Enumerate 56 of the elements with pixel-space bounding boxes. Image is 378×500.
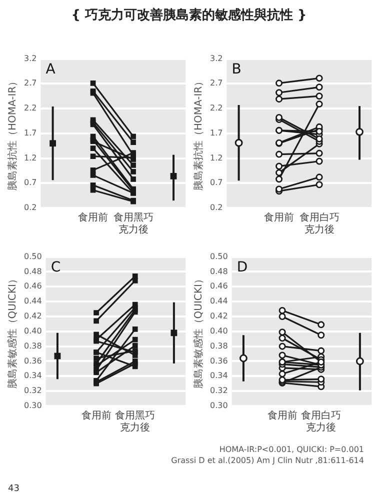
y-tick-label: 2.7 xyxy=(210,78,223,88)
y-axis-title: 胰島素敏感性（QUICKI） xyxy=(6,274,19,389)
x-tick-label: 食用黑巧克力後 xyxy=(115,410,156,434)
x-tick-label: 食用前 xyxy=(267,410,298,422)
text: HOMA-IR:P<0.001, QUICKI: P=0.001 xyxy=(218,444,364,455)
text: 43 xyxy=(8,484,20,494)
y-tick-label: 0.46 xyxy=(210,282,228,291)
y-tick-label: 0.40 xyxy=(210,326,228,336)
y-tick-label: 1.2 xyxy=(24,153,37,162)
y-axis-title: 胰島素抗性（HOMA-IR） xyxy=(6,76,19,190)
y-tick-label: 0.42 xyxy=(24,312,42,321)
y-tick-label: 0.2 xyxy=(24,203,37,212)
y-tick-label: 2.2 xyxy=(24,104,37,113)
x-tick-label: 食用白巧克力後 xyxy=(301,410,342,434)
y-tick-label: 0.50 xyxy=(24,252,42,261)
y-tick-label: 0.7 xyxy=(24,178,37,188)
x-tick-label: 食用前 xyxy=(264,212,294,224)
y-tick-label: 1.7 xyxy=(24,128,37,138)
y-tick-label: 0.50 xyxy=(210,252,228,261)
y-tick-label: 0.32 xyxy=(24,386,42,396)
y-tick-label: 0.48 xyxy=(24,266,42,276)
y-tick-label: 0.48 xyxy=(210,266,228,276)
y-tick-label: 3.2 xyxy=(24,54,37,63)
chart-title: { 巧克力可改善胰島素的敏感性與抗性 } xyxy=(70,6,308,24)
y-tick-label: 0.40 xyxy=(24,326,42,336)
y-tick-label: 0.42 xyxy=(210,312,228,321)
y-tick-label: 0.44 xyxy=(210,296,228,306)
y-tick-label: 3.2 xyxy=(210,54,223,63)
text: Grassi D et al.(2005) Am J Clin Nutr ,81:611-614 xyxy=(171,455,364,466)
annotation: C xyxy=(50,259,61,276)
annotation: D xyxy=(236,259,248,276)
y-tick-label: 0.38 xyxy=(24,341,42,350)
x-tick-label: 食用黑巧克力後 xyxy=(113,212,154,236)
y-axis-title: 胰島素抗性（HOMA-IR） xyxy=(192,76,205,190)
y-tick-label: 0.32 xyxy=(210,386,228,396)
y-tick-label: 0.36 xyxy=(210,356,228,366)
y-tick-label: 0.34 xyxy=(24,371,42,380)
x-tick-label: 食用前 xyxy=(78,212,108,224)
y-tick-label: 0.46 xyxy=(24,282,42,291)
y-tick-label: 0.44 xyxy=(24,296,42,306)
y-axis-title: 胰島素敏感性（QUICKI） xyxy=(192,274,205,389)
y-tick-label: 2.7 xyxy=(24,78,37,88)
x-tick-label: 食用白巧克力後 xyxy=(299,212,340,236)
y-tick-label: 0.30 xyxy=(24,401,42,410)
y-tick-label: 1.2 xyxy=(210,153,223,162)
x-tick-label: 食用前 xyxy=(81,410,112,422)
annotation: B xyxy=(232,61,242,78)
y-tick-label: 0.34 xyxy=(210,371,228,380)
y-tick-label: 0.2 xyxy=(210,203,223,212)
y-tick-label: 1.7 xyxy=(210,128,223,138)
y-tick-label: 0.38 xyxy=(210,341,228,350)
y-tick-label: 0.36 xyxy=(24,356,42,366)
y-tick-label: 0.7 xyxy=(210,178,223,188)
y-tick-label: 0.30 xyxy=(210,401,228,410)
y-tick-label: 2.2 xyxy=(210,104,223,113)
annotation: A xyxy=(46,61,56,78)
